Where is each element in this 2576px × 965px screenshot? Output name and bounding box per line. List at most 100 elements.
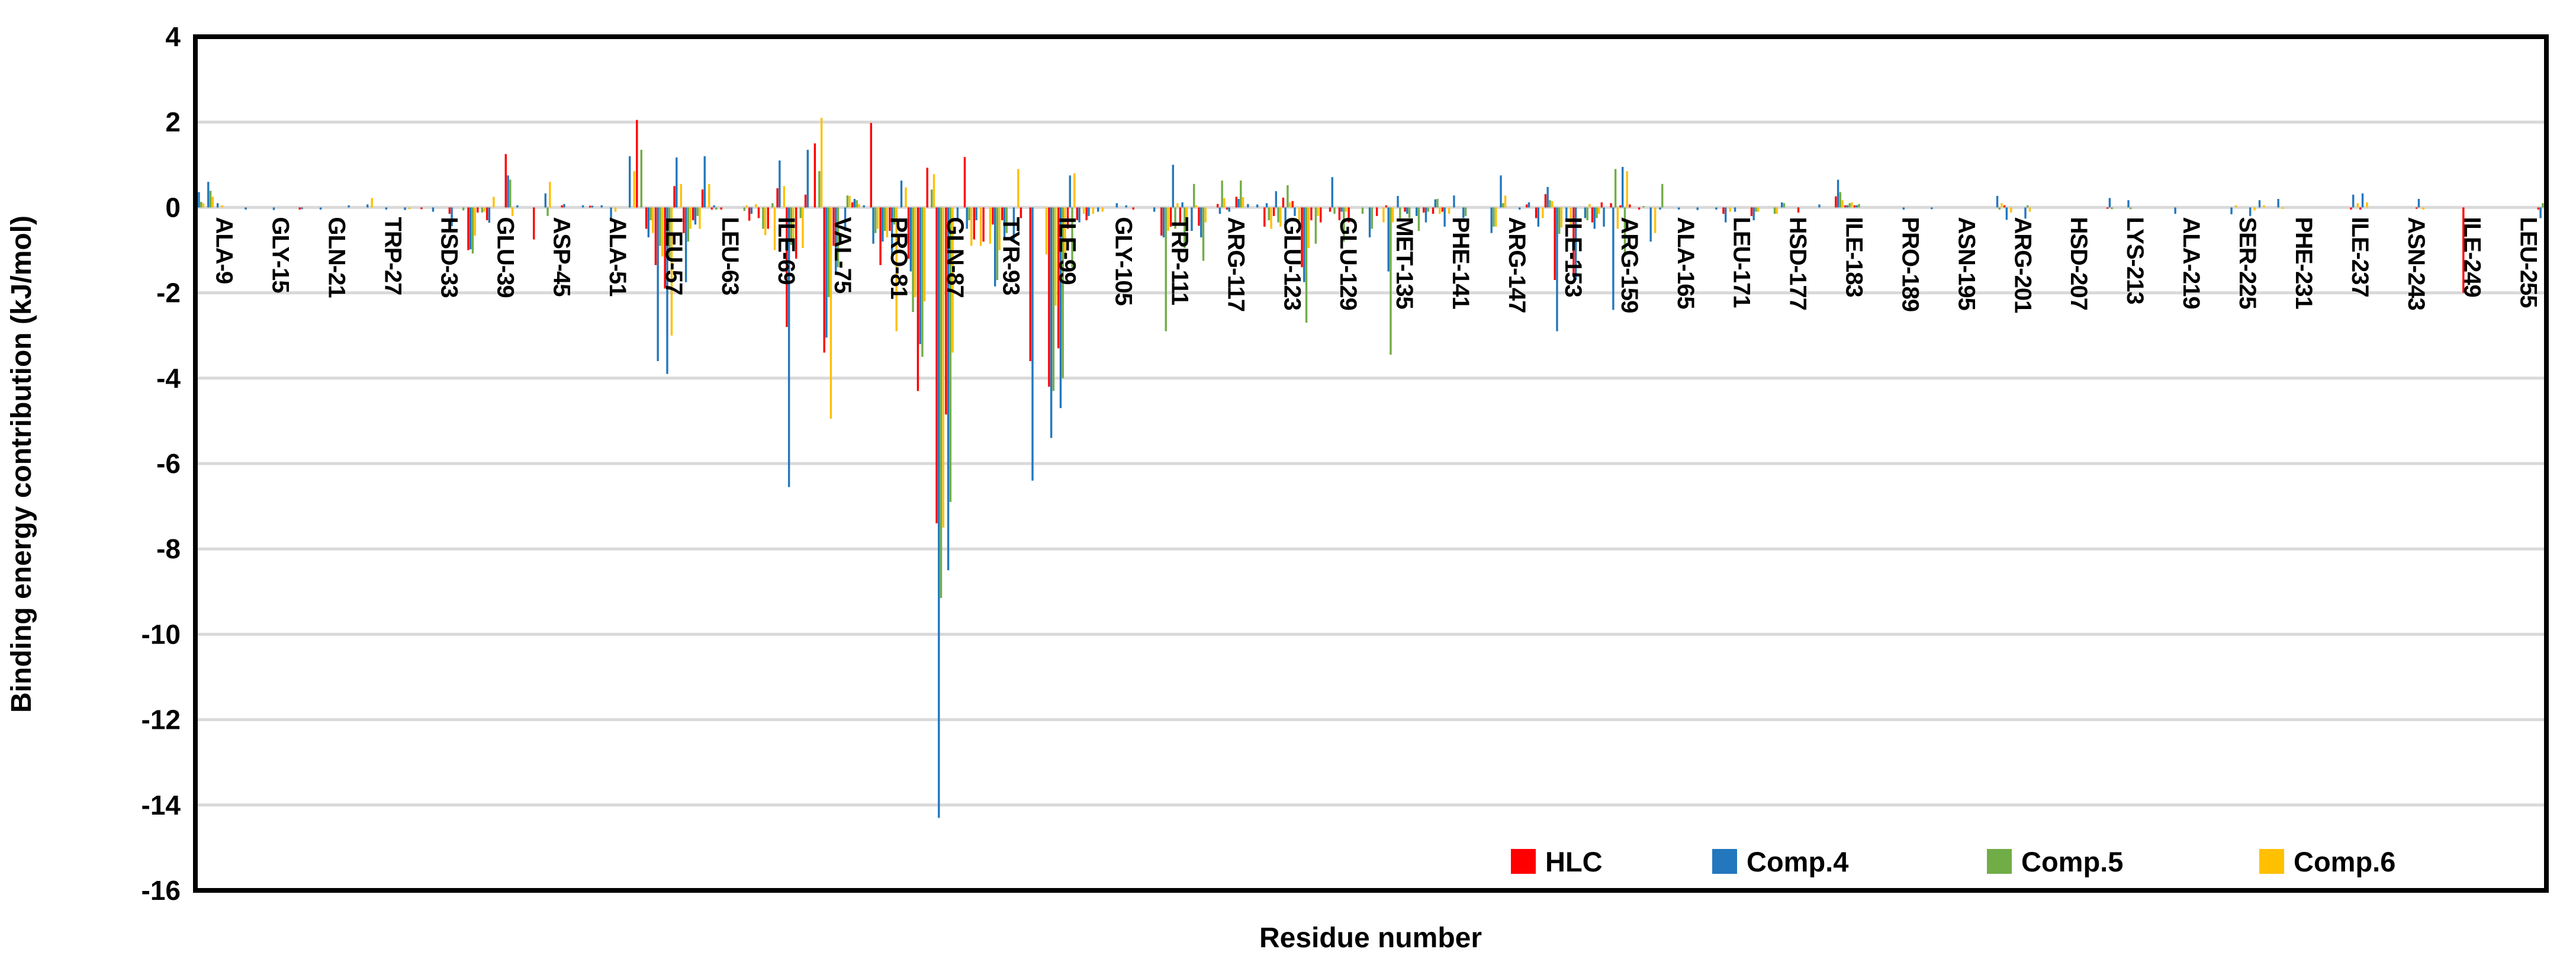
bar-Comp.6-res54 xyxy=(633,171,635,208)
bar-HLC-res250 xyxy=(2462,207,2465,293)
bar-Comp.6-res140 xyxy=(1439,207,1441,214)
bar-Comp.6-res227 xyxy=(2253,207,2256,211)
bar-Comp.5-res86 xyxy=(931,189,933,208)
gridlines xyxy=(195,120,2546,807)
bar-Comp.4-res120 xyxy=(1247,204,1249,208)
bar-HLC-res174 xyxy=(1750,207,1753,216)
bar-Comp.6-res103 xyxy=(1092,207,1095,214)
bar-HLC-res159 xyxy=(1610,203,1612,208)
bar-HLC-res153 xyxy=(1554,207,1556,280)
bar-Comp.4-res142 xyxy=(1453,195,1455,208)
bar-Comp.4-res8 xyxy=(198,192,200,208)
x-tick-label-ARG-147: ARG-147 xyxy=(1504,217,1530,313)
bar-HLC-res137 xyxy=(1404,207,1406,212)
bar-HLC-res160 xyxy=(1619,205,1622,208)
bar-Comp.4-res140 xyxy=(1434,199,1436,208)
bar-HLC-res171 xyxy=(1722,207,1725,214)
bar-Comp.4-res146 xyxy=(1490,207,1493,233)
bar-Comp.6-res126 xyxy=(1307,207,1310,248)
bar-HLC-res62 xyxy=(701,189,704,208)
bar-Comp.4-res19 xyxy=(301,207,303,210)
bar-Comp.4-res73 xyxy=(806,150,809,208)
bar-Comp.6-res160 xyxy=(1626,171,1628,208)
bar-HLC-res141 xyxy=(1441,207,1444,212)
bar-HLC-res100 xyxy=(1057,207,1060,349)
x-tick-label-VAL-75: VAL-75 xyxy=(829,217,856,294)
bar-Comp.4-res170 xyxy=(1715,207,1718,210)
bar-HLC-res131 xyxy=(1348,207,1350,223)
bar-Comp.5-res82 xyxy=(893,207,896,225)
bar-Comp.4-res212 xyxy=(2108,198,2111,208)
bar-Comp.4-res24 xyxy=(348,205,350,208)
bar-Comp.6-res176 xyxy=(1776,207,1779,214)
bar-Comp.4-res151 xyxy=(1537,207,1540,227)
bar-Comp.5-res123 xyxy=(1277,207,1279,223)
bar-Comp.6-res151 xyxy=(1542,207,1544,218)
bar-Comp.4-res100 xyxy=(1059,207,1062,408)
bar-HLC-res128 xyxy=(1319,207,1322,223)
y-tick-label--14: -14 xyxy=(141,790,181,821)
x-tick-label-ARG-117: ARG-117 xyxy=(1223,217,1249,311)
x-tick-label-PHE-231: PHE-231 xyxy=(2291,217,2317,309)
bar-Comp.4-res21 xyxy=(319,207,322,210)
bar-Comp.4-res60 xyxy=(684,207,687,282)
bar-Comp.4-res37 xyxy=(469,207,472,250)
bar-HLC-res93 xyxy=(992,207,994,225)
bar-Comp.6-res238 xyxy=(2356,203,2359,208)
bar-HLC-res73 xyxy=(804,194,807,208)
bar-Comp.6-res152 xyxy=(1551,201,1554,208)
bar-Comp.4-res172 xyxy=(1734,207,1736,212)
bar-Comp.4-res10 xyxy=(216,203,219,208)
bar-Comp.6-res115 xyxy=(1204,207,1207,223)
bar-Comp.4-res59 xyxy=(676,157,678,208)
bar-Comp.5-res124 xyxy=(1287,185,1289,208)
bar-Comp.4-res107 xyxy=(1125,205,1127,208)
bar-Comp.5-res132 xyxy=(1361,207,1364,214)
bar-HLC-res63 xyxy=(710,207,713,210)
bar-HLC-res113 xyxy=(1179,207,1182,223)
bar-Comp.4-res87 xyxy=(938,207,940,818)
bar-Comp.6-res41 xyxy=(511,207,514,216)
bar-HLC-res155 xyxy=(1572,207,1575,276)
bar-Comp.4-res97 xyxy=(1031,207,1034,481)
bar-Comp.5-res88 xyxy=(949,207,952,502)
bar-Comp.5-res162 xyxy=(1642,206,1645,208)
bar-Comp.4-res79 xyxy=(863,205,865,208)
bar-Comp.4-res62 xyxy=(703,156,706,208)
bar-Comp.5-res72 xyxy=(799,207,802,218)
x-tick-label-ILE-69: ILE-69 xyxy=(773,217,799,284)
x-tick-label-GLY-15: GLY-15 xyxy=(268,217,294,293)
bar-Comp.6-res88 xyxy=(951,207,954,353)
x-tick-label-GLU-129: GLU-129 xyxy=(1335,217,1361,310)
x-tick-label-ALA-9: ALA-9 xyxy=(211,217,237,284)
bar-HLC-res125 xyxy=(1291,201,1294,208)
bar-Comp.4-res41 xyxy=(507,175,509,208)
bar-Comp.4-res102 xyxy=(1078,207,1080,223)
bar-Comp.6-res60 xyxy=(689,207,692,229)
bar-Comp.4-res183 xyxy=(1837,179,1839,208)
x-tick-label-LEU-63: LEU-63 xyxy=(717,217,743,295)
x-tick-label-MET-135: MET-135 xyxy=(1391,217,1417,309)
bar-Comp.4-res67 xyxy=(750,207,753,214)
x-tick-label-LYS-213: LYS-213 xyxy=(2122,217,2148,304)
legend-swatch-HLC xyxy=(1511,849,1536,874)
bar-HLC-res92 xyxy=(982,207,985,242)
bar-Comp.4-res35 xyxy=(451,207,453,227)
legend-label-Comp.6: Comp.6 xyxy=(2294,846,2395,877)
bar-Comp.4-res26 xyxy=(366,204,369,208)
x-tick-label-ILE-237: ILE-237 xyxy=(2347,217,2373,297)
x-tick-label-ALA-51: ALA-51 xyxy=(604,217,631,297)
bar-Comp.5-res126 xyxy=(1305,207,1308,323)
bar-Comp.4-res9 xyxy=(207,182,210,208)
bar-Comp.5-res85 xyxy=(921,207,924,357)
bar-Comp.5-res133 xyxy=(1371,207,1373,229)
bar-Comp.4-res149 xyxy=(1518,207,1521,210)
y-tick-label-0: 0 xyxy=(165,192,181,223)
bar-Comp.4-res45 xyxy=(544,193,547,208)
bar-Comp.4-res110 xyxy=(1153,207,1156,212)
bar-Comp.4-res99 xyxy=(1050,207,1053,438)
bar-Comp.4-res126 xyxy=(1303,207,1305,282)
bar-Comp.4-res114 xyxy=(1191,207,1193,231)
bar-Comp.4-res119 xyxy=(1237,198,1240,208)
bar-Comp.6-res70 xyxy=(783,186,786,208)
